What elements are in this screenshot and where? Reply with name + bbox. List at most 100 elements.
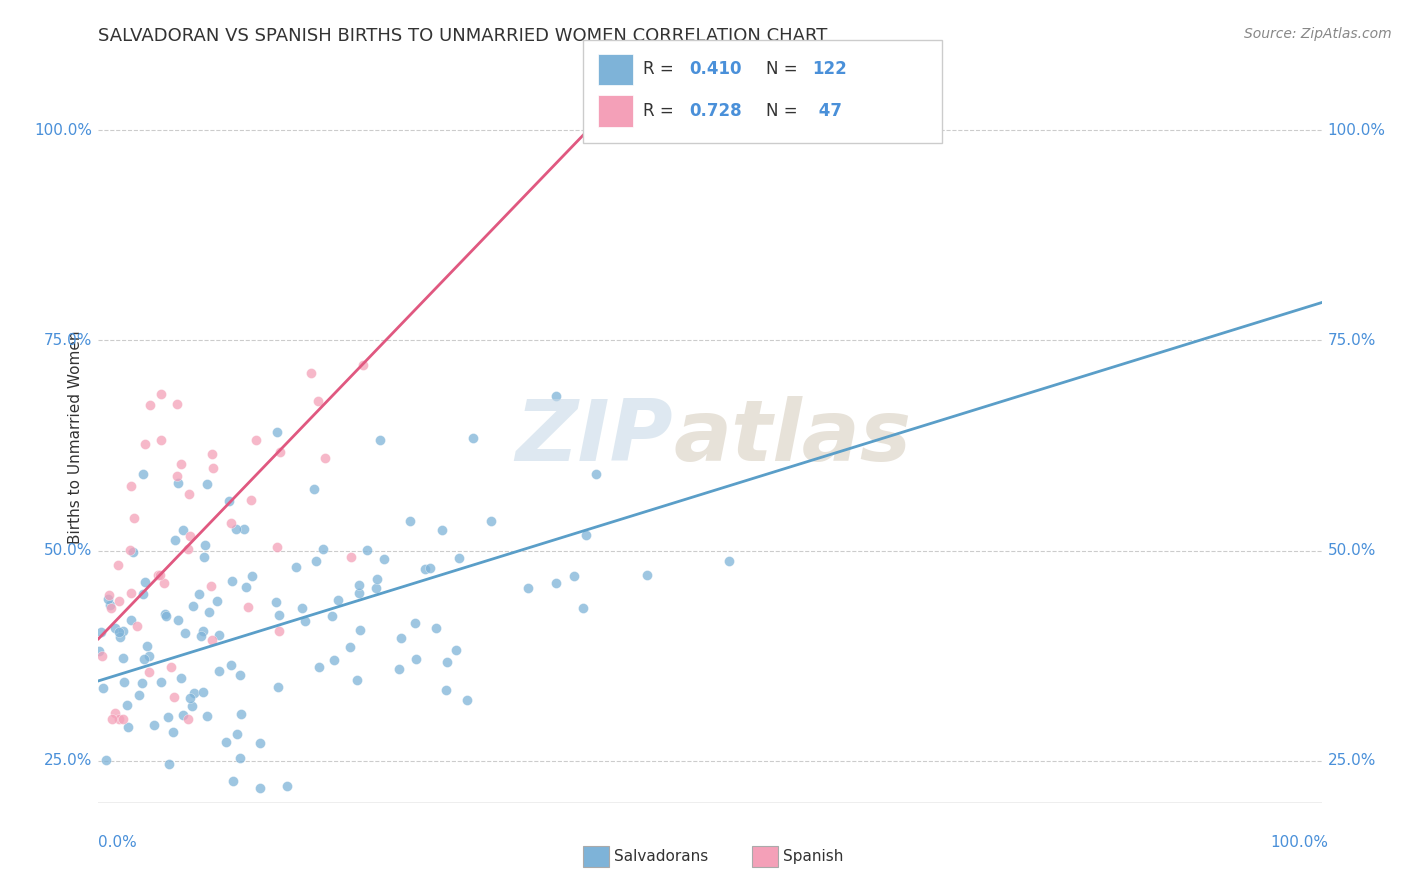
Point <box>149 674 172 689</box>
Point <box>191 624 214 639</box>
Point <box>197 606 219 620</box>
Point <box>242 569 264 583</box>
Point <box>389 631 412 645</box>
Point <box>138 648 160 663</box>
Point <box>177 542 200 557</box>
Point <box>117 720 139 734</box>
Point <box>419 560 441 574</box>
Point <box>388 663 411 677</box>
Point <box>120 586 142 600</box>
Text: 100.0%: 100.0% <box>1327 123 1386 137</box>
Point <box>205 594 228 608</box>
Point <box>104 622 127 636</box>
Point <box>349 586 371 600</box>
Point <box>585 467 607 481</box>
Point <box>201 447 224 461</box>
Point <box>134 575 156 590</box>
Point <box>132 587 155 601</box>
Point <box>136 639 159 653</box>
Text: Spanish: Spanish <box>783 849 844 863</box>
Point <box>170 457 193 471</box>
Point <box>718 554 741 568</box>
Point <box>195 477 218 491</box>
Point <box>131 675 153 690</box>
Point <box>97 592 120 607</box>
Point <box>120 543 142 558</box>
Point <box>167 613 190 627</box>
Point <box>321 608 343 623</box>
Point <box>352 359 374 373</box>
Text: N =: N = <box>766 60 803 78</box>
Point <box>517 581 540 595</box>
Point <box>181 698 204 713</box>
Point <box>399 515 422 529</box>
Point <box>368 433 391 447</box>
Point <box>195 709 218 723</box>
Point <box>544 576 567 591</box>
Text: Salvadorans: Salvadorans <box>614 849 709 863</box>
Point <box>347 577 370 591</box>
Point <box>238 600 260 615</box>
Text: 25.0%: 25.0% <box>1327 753 1376 768</box>
Point <box>434 683 457 698</box>
Point <box>167 475 190 490</box>
Point <box>291 600 314 615</box>
Point <box>162 725 184 739</box>
Point <box>373 552 395 566</box>
Point <box>110 630 132 644</box>
Point <box>214 734 236 748</box>
Point <box>172 707 194 722</box>
Point <box>449 551 471 566</box>
Point <box>249 781 271 796</box>
Point <box>121 545 143 559</box>
Text: 50.0%: 50.0% <box>44 543 93 558</box>
Point <box>107 712 129 726</box>
Point <box>120 613 142 627</box>
Point <box>193 538 215 552</box>
Point <box>221 658 243 673</box>
Point <box>101 712 124 726</box>
Point <box>91 681 114 695</box>
Point <box>326 593 349 607</box>
Text: R =: R = <box>643 102 679 120</box>
Point <box>128 688 150 702</box>
Point <box>636 568 658 582</box>
Point <box>120 479 142 493</box>
Y-axis label: Births to Unmarried Women: Births to Unmarried Women <box>67 330 83 544</box>
Point <box>200 579 222 593</box>
Point <box>413 562 436 576</box>
Text: atlas: atlas <box>673 395 911 479</box>
Point <box>159 659 181 673</box>
Point <box>162 690 184 704</box>
Point <box>456 692 478 706</box>
Point <box>112 674 135 689</box>
Text: ZIP: ZIP <box>516 395 673 479</box>
Point <box>284 560 307 574</box>
Point <box>157 710 180 724</box>
Text: N =: N = <box>766 102 803 120</box>
Point <box>208 665 231 679</box>
Point <box>264 595 287 609</box>
Point <box>132 652 155 666</box>
Point <box>266 540 288 554</box>
Text: 50.0%: 50.0% <box>1327 543 1376 558</box>
Point <box>299 366 322 380</box>
Text: 75.0%: 75.0% <box>1327 333 1376 348</box>
Point <box>100 601 122 615</box>
Point <box>222 774 245 789</box>
Point <box>90 648 112 663</box>
Point <box>179 690 201 705</box>
Point <box>226 727 249 741</box>
Point <box>190 629 212 643</box>
Point <box>173 626 195 640</box>
Point <box>149 568 172 582</box>
Point <box>183 686 205 700</box>
Text: 0.0%: 0.0% <box>98 836 138 850</box>
Point <box>339 640 361 655</box>
Point <box>193 549 215 564</box>
Text: 122: 122 <box>813 60 848 78</box>
Point <box>191 685 214 699</box>
Point <box>132 467 155 481</box>
Point <box>229 751 252 765</box>
Point <box>269 445 291 459</box>
